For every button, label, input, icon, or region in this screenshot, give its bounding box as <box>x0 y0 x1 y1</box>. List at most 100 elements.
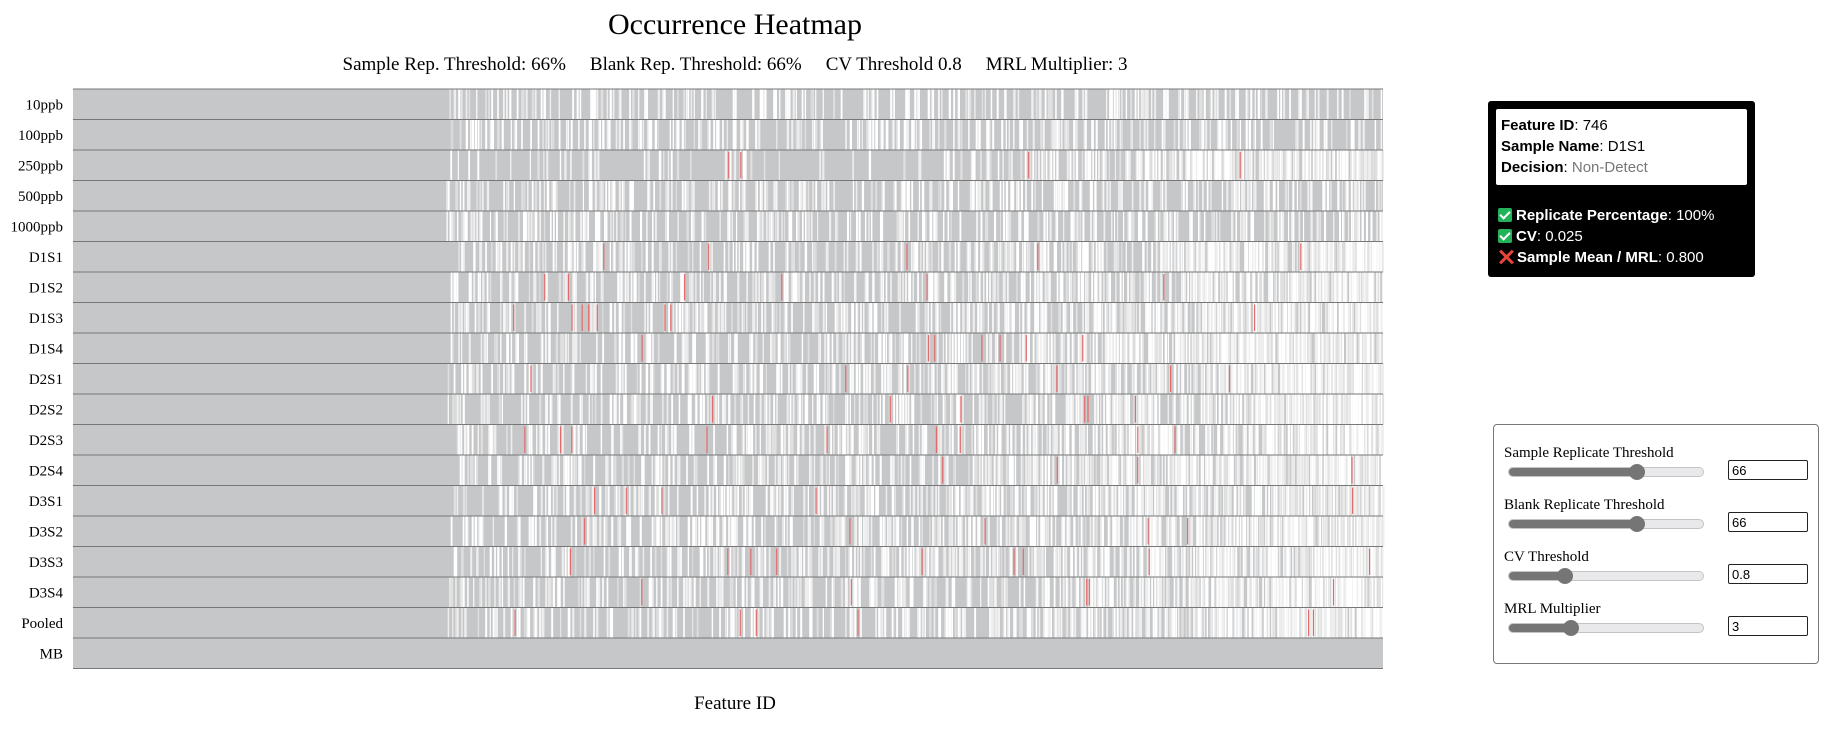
row-label: D2S4 <box>29 463 64 479</box>
heatmap-cells <box>446 211 1385 242</box>
heatmap-cells <box>450 516 1385 547</box>
row-label: D3S1 <box>29 494 63 510</box>
heatmap-row-bg <box>73 394 1383 425</box>
check-icon <box>1498 208 1512 222</box>
sample-name-value: D1S1 <box>1607 138 1646 155</box>
heatmap-chart[interactable]: 10ppb 100ppb 250ppb 500ppb 1000ppb D1S1 D1S2 D1… <box>0 0 1400 680</box>
row-label: D1S2 <box>29 280 63 296</box>
check-label: Sample Mean / MRL <box>1517 249 1658 266</box>
heatmap-cells <box>450 119 1382 150</box>
row-label: MB <box>40 646 63 662</box>
heatmap-cells <box>449 577 1384 608</box>
heatmap-row[interactable] <box>73 119 1383 151</box>
heatmap-cells <box>450 272 1385 303</box>
subtitle-sample-rep: Sample Rep. Threshold: 66% <box>342 54 566 75</box>
sample-name-label: Sample Name <box>1501 138 1600 155</box>
row-label: D3S3 <box>29 555 63 571</box>
heatmap-cells <box>450 150 1384 181</box>
heatmap-row[interactable] <box>73 546 1384 578</box>
feature-id-value: 746 <box>1582 117 1608 134</box>
row-label: D2S3 <box>29 433 63 449</box>
check-value: 0.800 <box>1666 249 1704 266</box>
check-label: CV <box>1516 228 1537 245</box>
check-mrl: Sample Mean / MRL: 0.800 <box>1498 247 1714 268</box>
heatmap-row[interactable] <box>73 88 1383 120</box>
heatmap-row[interactable] <box>73 424 1384 456</box>
cv-input[interactable] <box>1728 564 1808 584</box>
row-label: 250ppb <box>18 158 63 174</box>
slider-thumb[interactable] <box>1629 464 1646 480</box>
mrl-slider[interactable] <box>1508 620 1704 636</box>
heatmap-row[interactable] <box>73 393 1385 425</box>
heatmap-cells <box>449 89 1383 120</box>
row-label: D2S1 <box>29 372 63 388</box>
check-icon <box>1498 229 1512 243</box>
slider-thumb[interactable] <box>1629 516 1646 532</box>
heatmap-row[interactable] <box>73 607 1385 639</box>
row-label: 10ppb <box>26 97 64 113</box>
blank-rep-slider[interactable] <box>1508 516 1704 532</box>
check-cv: CV: 0.025 <box>1498 226 1714 247</box>
sample-rep-slider[interactable] <box>1508 464 1704 480</box>
heatmap-row-bg <box>73 577 1383 608</box>
decision-value: Non-Detect <box>1571 159 1648 176</box>
chart-subtitle: Sample Rep. Threshold: 66% Blank Rep. Thr… <box>0 54 1470 76</box>
row-label: D3S2 <box>29 524 63 540</box>
check-label: Replicate Percentage <box>1516 207 1668 224</box>
row-label: D1S1 <box>29 250 63 266</box>
row-label: 500ppb <box>18 189 63 205</box>
row-label: Pooled <box>21 616 63 632</box>
mrl-input[interactable] <box>1728 616 1808 636</box>
subtitle-cv: CV Threshold 0.8 <box>825 54 962 75</box>
heatmap-row-bg <box>73 363 1383 394</box>
heatmap-row[interactable] <box>73 515 1385 547</box>
heatmap-cells <box>446 180 1383 211</box>
heatmap-row-bg <box>73 638 1383 669</box>
heatmap-row[interactable] <box>73 271 1385 303</box>
sample-rep-input[interactable] <box>1728 460 1808 480</box>
row-label: D3S4 <box>29 585 64 601</box>
feature-tooltip: Feature ID: 746 Sample Name: D1S1 Decisi… <box>1488 101 1755 277</box>
heatmap-row[interactable] <box>73 302 1385 334</box>
feature-id-label: Feature ID <box>1501 117 1575 134</box>
heatmap-row[interactable] <box>73 363 1385 395</box>
check-replicate: Replicate Percentage: 100% <box>1498 205 1714 226</box>
sample-rep-label: Sample Replicate Threshold <box>1504 445 1674 461</box>
blank-rep-label: Blank Replicate Threshold <box>1504 497 1665 513</box>
heatmap-row-bg <box>73 455 1383 486</box>
heatmap-row-bg <box>73 302 1383 333</box>
heatmap-row[interactable] <box>73 454 1384 486</box>
subtitle-mrl: MRL Multiplier: 3 <box>985 54 1128 75</box>
row-label: D1S4 <box>29 341 64 357</box>
tooltip-checks: Replicate Percentage: 100% CV: 0.025 Sam… <box>1498 205 1714 268</box>
heatmap-row[interactable] <box>73 637 1383 669</box>
subtitle-blank-rep: Blank Rep. Threshold: 66% <box>589 54 802 75</box>
heatmap-row[interactable] <box>73 485 1385 517</box>
heatmap-row[interactable] <box>73 210 1385 242</box>
heatmap-row[interactable] <box>73 332 1384 364</box>
x-icon <box>1498 249 1514 265</box>
heatmap-row[interactable] <box>73 576 1384 608</box>
heatmap-cells <box>456 424 1384 455</box>
blank-rep-input[interactable] <box>1728 512 1808 532</box>
heatmap-row-bg <box>73 516 1383 547</box>
heatmap-row[interactable] <box>73 241 1385 273</box>
threshold-controls: Sample Replicate Threshold Blank Replica… <box>1493 424 1819 664</box>
slider-thumb[interactable] <box>1563 620 1580 636</box>
heatmap-row[interactable] <box>73 180 1383 212</box>
check-value: 0.025 <box>1545 228 1583 245</box>
row-label: 100ppb <box>18 128 63 144</box>
heatmap-row[interactable] <box>73 149 1384 181</box>
row-label: 1000ppb <box>11 219 64 235</box>
tooltip-info: Feature ID: 746 Sample Name: D1S1 Decisi… <box>1496 109 1747 185</box>
heatmap-cells <box>447 607 1385 638</box>
x-axis-label: Feature ID <box>694 693 776 714</box>
slider-thumb[interactable] <box>1557 568 1574 584</box>
heatmap-cells <box>453 546 1384 577</box>
cv-slider[interactable] <box>1508 568 1704 584</box>
check-value: 100% <box>1676 207 1715 224</box>
row-label: D2S2 <box>29 402 63 418</box>
cv-label: CV Threshold <box>1504 549 1589 565</box>
heatmap-row-bg <box>73 272 1383 303</box>
row-label: D1S3 <box>29 311 63 327</box>
